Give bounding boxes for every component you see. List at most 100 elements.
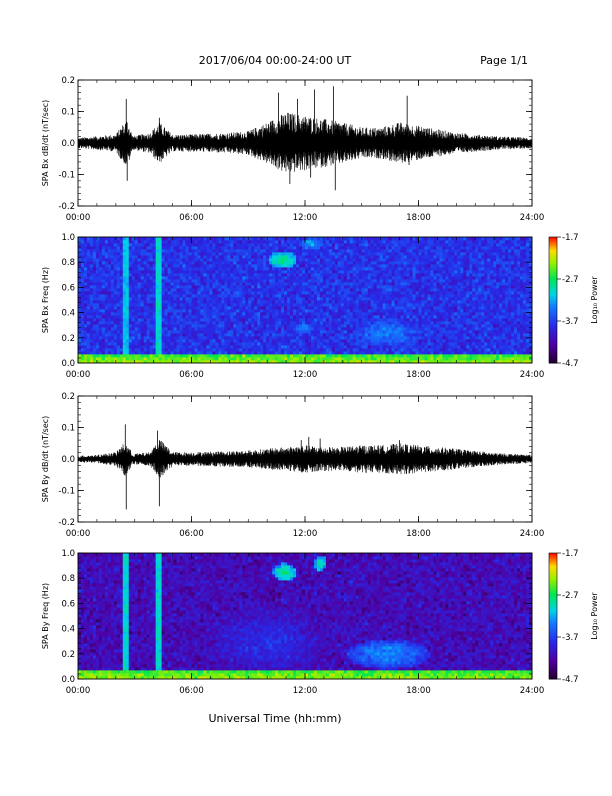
spectrogram-cell bbox=[248, 303, 251, 306]
spectrogram-cell bbox=[404, 294, 407, 297]
spectrogram-cell bbox=[353, 336, 356, 339]
spectrogram-cell bbox=[320, 345, 323, 348]
spectrogram-cell bbox=[224, 330, 227, 333]
spectrogram-cell bbox=[141, 285, 144, 288]
spectrogram-cell bbox=[410, 324, 413, 327]
spectrogram-cell bbox=[308, 264, 311, 267]
spectrogram-cell bbox=[224, 351, 227, 354]
spectrogram-cell bbox=[194, 303, 197, 306]
spectrogram-cell bbox=[254, 321, 257, 324]
spectrogram-cell bbox=[87, 321, 90, 324]
spectrogram-cell bbox=[359, 282, 362, 285]
spectrogram-cell bbox=[120, 288, 123, 291]
spectrogram-cell bbox=[132, 312, 135, 315]
spectrogram-cell bbox=[266, 288, 269, 291]
spectrogram-cell bbox=[150, 327, 153, 330]
spectrogram-cell bbox=[236, 312, 239, 315]
spectrogram-cell bbox=[317, 336, 320, 339]
spectrogram-cell bbox=[421, 345, 424, 348]
spectrogram-cell bbox=[102, 357, 105, 360]
spectrogram-cell bbox=[421, 351, 424, 354]
spectrogram-cell bbox=[416, 267, 419, 270]
spectrogram-cell bbox=[296, 249, 299, 252]
spectrogram-cell bbox=[287, 318, 290, 321]
spectrogram-cell bbox=[371, 243, 374, 246]
spectrogram-cell bbox=[272, 348, 275, 351]
spectrogram-cell bbox=[156, 252, 159, 255]
spectrogram-cell bbox=[171, 333, 174, 336]
spectrogram-cell bbox=[320, 258, 323, 261]
spectrogram-cell bbox=[186, 270, 189, 273]
spectrogram-cell bbox=[200, 300, 203, 303]
spectrogram-cell bbox=[126, 318, 129, 321]
spectrogram-cell bbox=[404, 270, 407, 273]
spectrogram-cell bbox=[102, 279, 105, 282]
spectrogram-cell bbox=[233, 324, 236, 327]
spectrogram-cell bbox=[299, 279, 302, 282]
spectrogram-cell bbox=[326, 258, 329, 261]
spectrogram-cell bbox=[215, 333, 218, 336]
spectrogram-cell bbox=[421, 294, 424, 297]
spectrogram-cell bbox=[138, 300, 141, 303]
spectrogram-cell bbox=[389, 303, 392, 306]
spectrogram-cell bbox=[78, 255, 81, 258]
spectrogram-cell bbox=[78, 258, 81, 261]
spectrogram-cell bbox=[413, 261, 416, 264]
spectrogram-cell bbox=[257, 270, 260, 273]
spectrogram-cell bbox=[96, 237, 99, 240]
spectrogram-cell bbox=[102, 315, 105, 318]
spectrogram-cell bbox=[329, 264, 332, 267]
spectrogram-cell bbox=[215, 288, 218, 291]
spectrogram-cell bbox=[401, 318, 404, 321]
spectrogram-cell bbox=[263, 285, 266, 288]
spectrogram-cell bbox=[189, 315, 192, 318]
spectrogram-cell bbox=[344, 252, 347, 255]
spectrogram-cell bbox=[404, 342, 407, 345]
spectrogram-cell bbox=[266, 354, 269, 357]
spectrogram-cell bbox=[374, 324, 377, 327]
spectrogram-cell bbox=[206, 348, 209, 351]
spectrogram-cell bbox=[380, 330, 383, 333]
spectrogram-cell bbox=[368, 246, 371, 249]
spectrogram-cell bbox=[165, 246, 168, 249]
spectrogram-cell bbox=[350, 345, 353, 348]
spectrogram-cell bbox=[102, 288, 105, 291]
spectrogram-cell bbox=[87, 300, 90, 303]
spectrogram-cell bbox=[197, 276, 200, 279]
spectrogram-cell bbox=[344, 327, 347, 330]
spectrogram-cell bbox=[147, 318, 150, 321]
spectrogram-cell bbox=[192, 345, 195, 348]
spectrogram-cell bbox=[233, 237, 236, 240]
spectrogram-cell bbox=[189, 273, 192, 276]
spectrogram-cell bbox=[416, 300, 419, 303]
spectrogram-cell bbox=[165, 264, 168, 267]
spectrogram-cell bbox=[171, 303, 174, 306]
spectrogram-cell bbox=[413, 357, 416, 360]
spectrogram-cell bbox=[203, 324, 206, 327]
spectrogram-cell bbox=[239, 306, 242, 309]
spectrogram-cell bbox=[269, 270, 272, 273]
spectrogram-cell bbox=[156, 240, 159, 243]
spectrogram-cell bbox=[311, 303, 314, 306]
spectrogram-cell bbox=[233, 273, 236, 276]
spectrogram-cell bbox=[138, 297, 141, 300]
spectrogram-cell bbox=[197, 351, 200, 354]
spectrogram-cell bbox=[272, 321, 275, 324]
spectrogram-cell bbox=[278, 279, 281, 282]
spectrogram-cell bbox=[248, 309, 251, 312]
spectrogram-cell bbox=[141, 309, 144, 312]
spectrogram-cell bbox=[416, 309, 419, 312]
spectrogram-cell bbox=[365, 303, 368, 306]
spectrogram-cell bbox=[93, 309, 96, 312]
spectrogram-cell bbox=[362, 330, 365, 333]
spectrogram-cell bbox=[141, 339, 144, 342]
spectrogram-cell bbox=[93, 300, 96, 303]
spectrogram-cell bbox=[186, 294, 189, 297]
spectrogram-cell bbox=[421, 288, 424, 291]
spectrogram-cell bbox=[236, 255, 239, 258]
spectrogram-cell bbox=[117, 279, 120, 282]
spectrogram-cell bbox=[260, 345, 263, 348]
spectrogram-cell bbox=[395, 279, 398, 282]
spectrogram-cell bbox=[215, 357, 218, 360]
spectrogram-cell bbox=[165, 240, 168, 243]
